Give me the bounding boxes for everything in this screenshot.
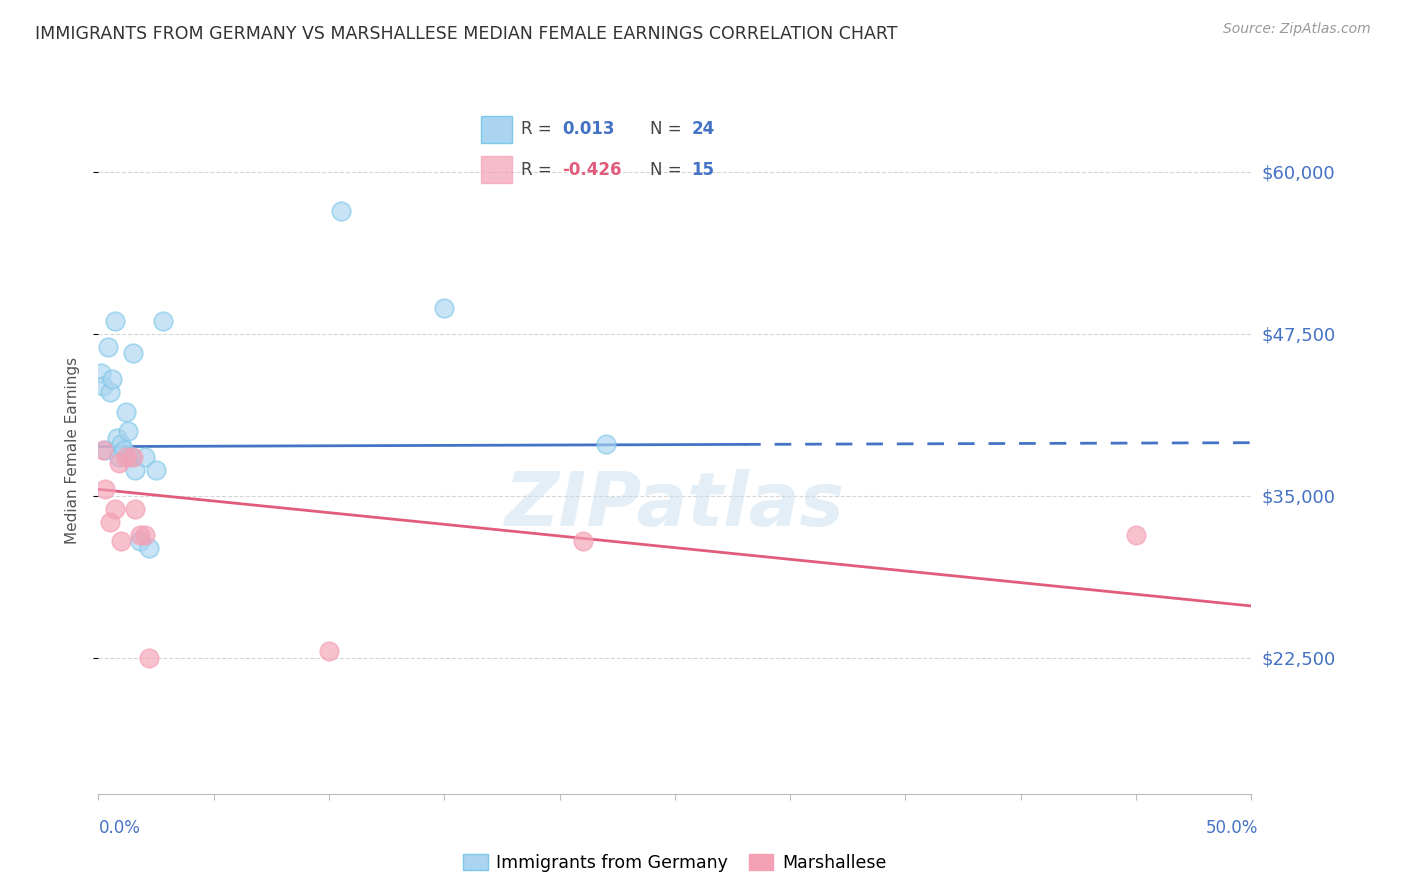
Point	[91, 443, 114, 458]
Point	[318, 644, 340, 658]
Point	[103, 314, 125, 328]
Point	[124, 463, 146, 477]
Point	[108, 450, 131, 464]
Point	[115, 404, 138, 418]
Point	[329, 203, 352, 218]
Point	[571, 534, 593, 549]
Point	[98, 515, 121, 529]
Text: R =: R =	[522, 161, 557, 178]
Point	[110, 437, 132, 451]
Point	[105, 430, 128, 444]
Point	[112, 443, 135, 458]
Text: 15: 15	[692, 161, 714, 178]
Text: Source: ZipAtlas.com: Source: ZipAtlas.com	[1223, 22, 1371, 37]
Point	[595, 437, 617, 451]
Legend: Immigrants from Germany, Marshallese: Immigrants from Germany, Marshallese	[457, 847, 893, 879]
Point	[134, 450, 156, 464]
Text: N =: N =	[650, 120, 688, 138]
Point	[94, 483, 117, 497]
Text: 50.0%: 50.0%	[1206, 819, 1258, 837]
Point	[129, 534, 152, 549]
Point	[108, 457, 131, 471]
Point	[145, 463, 167, 477]
Text: IMMIGRANTS FROM GERMANY VS MARSHALLESE MEDIAN FEMALE EARNINGS CORRELATION CHART: IMMIGRANTS FROM GERMANY VS MARSHALLESE M…	[35, 25, 897, 43]
Point	[433, 301, 456, 315]
Point	[122, 450, 145, 464]
Point	[101, 372, 124, 386]
Point	[134, 527, 156, 541]
Point	[120, 450, 142, 464]
Point	[97, 340, 120, 354]
Point	[1125, 527, 1147, 541]
Text: 24: 24	[692, 120, 714, 138]
FancyBboxPatch shape	[481, 116, 512, 143]
Point	[115, 450, 138, 464]
Point	[129, 527, 152, 541]
Point	[152, 314, 174, 328]
Text: -0.426: -0.426	[562, 161, 621, 178]
Point	[138, 650, 160, 665]
Point	[138, 541, 160, 555]
Point	[98, 385, 121, 400]
Text: R =: R =	[522, 120, 557, 138]
Point	[94, 443, 117, 458]
Point	[124, 501, 146, 516]
Point	[110, 534, 132, 549]
Point	[91, 378, 114, 392]
Point	[122, 346, 145, 360]
Text: 0.013: 0.013	[562, 120, 614, 138]
Point	[90, 366, 112, 380]
Text: ZIPatlas: ZIPatlas	[505, 469, 845, 542]
Y-axis label: Median Female Earnings: Median Female Earnings	[65, 357, 80, 544]
Text: 0.0%: 0.0%	[98, 819, 141, 837]
FancyBboxPatch shape	[481, 156, 512, 183]
Text: N =: N =	[650, 161, 688, 178]
Point	[117, 424, 139, 438]
Point	[103, 501, 125, 516]
